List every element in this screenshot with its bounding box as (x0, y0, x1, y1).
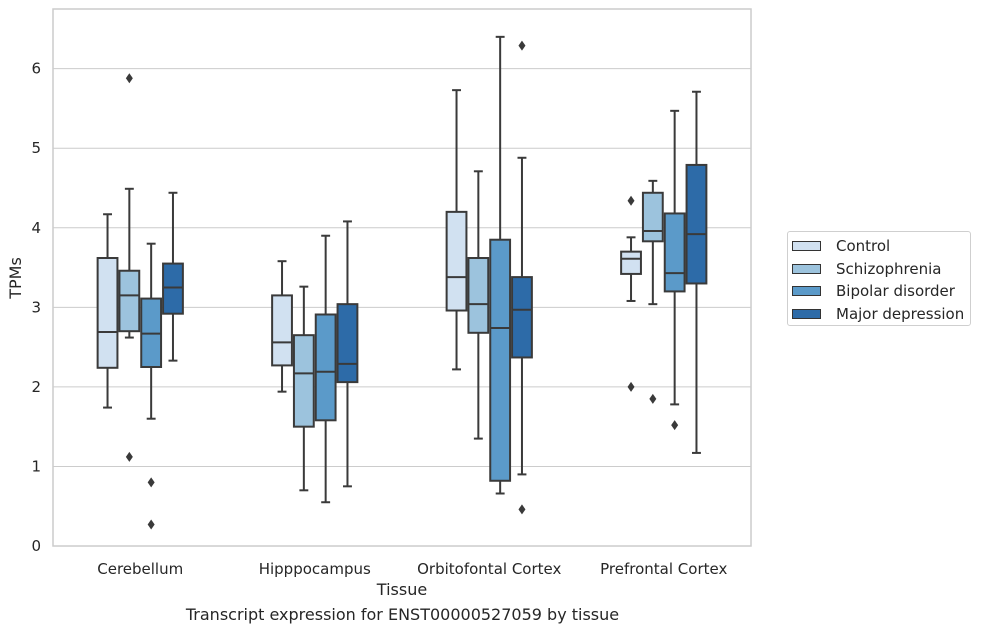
box-control (445, 89, 468, 371)
outlier-point (125, 73, 133, 84)
box-control (96, 213, 119, 409)
y-tick-label: 4 (31, 219, 41, 237)
chart-caption: Transcript expression for ENST0000052705… (185, 605, 620, 624)
box-major-depression (685, 90, 708, 454)
x-tick-label: Orbitofontal Cortex (417, 560, 561, 578)
box-iqr (467, 257, 490, 334)
legend-label: Control (836, 237, 891, 256)
y-tick-label: 1 (31, 457, 41, 475)
box-plot-series (96, 35, 708, 530)
x-tick-label: Hipppocampus (259, 560, 371, 578)
axes: 0 1 2 3 4 5 6 Cerebellum Hipppocampus Orbitofonta… (31, 8, 752, 578)
outlier-point (627, 381, 635, 392)
outlier-point (125, 451, 133, 462)
box-iqr (162, 262, 184, 315)
outlier-point (147, 519, 155, 530)
box-iqr (314, 313, 337, 422)
x-axis-label: Tissue (376, 580, 427, 599)
y-tick-label: 0 (31, 537, 41, 555)
box-iqr (445, 210, 468, 312)
y-tick-label: 5 (31, 139, 41, 157)
box-iqr (336, 303, 359, 384)
y-tick-label: 2 (31, 378, 41, 396)
legend-swatch (792, 263, 821, 274)
box-major-depression (162, 191, 184, 362)
box-control (620, 195, 642, 392)
box-iqr (96, 257, 119, 369)
box-iqr (663, 212, 686, 293)
box-iqr (292, 334, 315, 428)
legend-label: Schizophrenia (836, 259, 942, 278)
outlier-point (627, 195, 635, 206)
box-iqr (271, 294, 293, 367)
box-major-depression (336, 220, 359, 488)
box-iqr (641, 191, 664, 243)
outlier-point (147, 477, 155, 488)
box-bipolar-disorder (489, 35, 512, 495)
legend-item: Bipolar disorder (792, 280, 970, 303)
outlier-point (518, 40, 526, 51)
legend-label: Bipolar disorder (836, 282, 955, 301)
legend-swatch (792, 286, 821, 297)
y-axis-label: TPMs (6, 257, 25, 300)
box-iqr (118, 269, 141, 333)
box-iqr (620, 250, 642, 275)
legend-swatch (792, 308, 821, 319)
plot-frame (52, 8, 752, 547)
box-schizophrenia (118, 73, 141, 462)
box-iqr (489, 238, 512, 482)
y-tick-label: 6 (31, 60, 41, 78)
legend-swatch (792, 241, 821, 252)
legend-label: Major depression (836, 304, 965, 323)
legend-item: Control (792, 235, 970, 258)
box-iqr (685, 163, 708, 285)
box-schizophrenia (641, 179, 664, 404)
box-schizophrenia (467, 170, 490, 440)
x-tick-label: Cerebellum (97, 560, 183, 578)
box-iqr (511, 276, 533, 359)
x-tick-label: Prefrontal Cortex (600, 560, 727, 578)
legend-item: Major depression (792, 303, 970, 326)
outlier-point (518, 504, 526, 515)
box-schizophrenia (292, 285, 315, 492)
box-bipolar-disorder (663, 109, 686, 431)
outlier-point (671, 420, 679, 431)
y-tick-label: 3 (31, 298, 41, 316)
box-major-depression (511, 40, 533, 515)
legend-item: Schizophrenia (792, 258, 970, 281)
box-bipolar-disorder (140, 242, 163, 530)
legend: Control Schizophrenia Bipolar disorder Majo… (787, 231, 971, 326)
box-control (271, 260, 293, 393)
box-bipolar-disorder (314, 234, 337, 504)
outlier-point (649, 393, 657, 404)
